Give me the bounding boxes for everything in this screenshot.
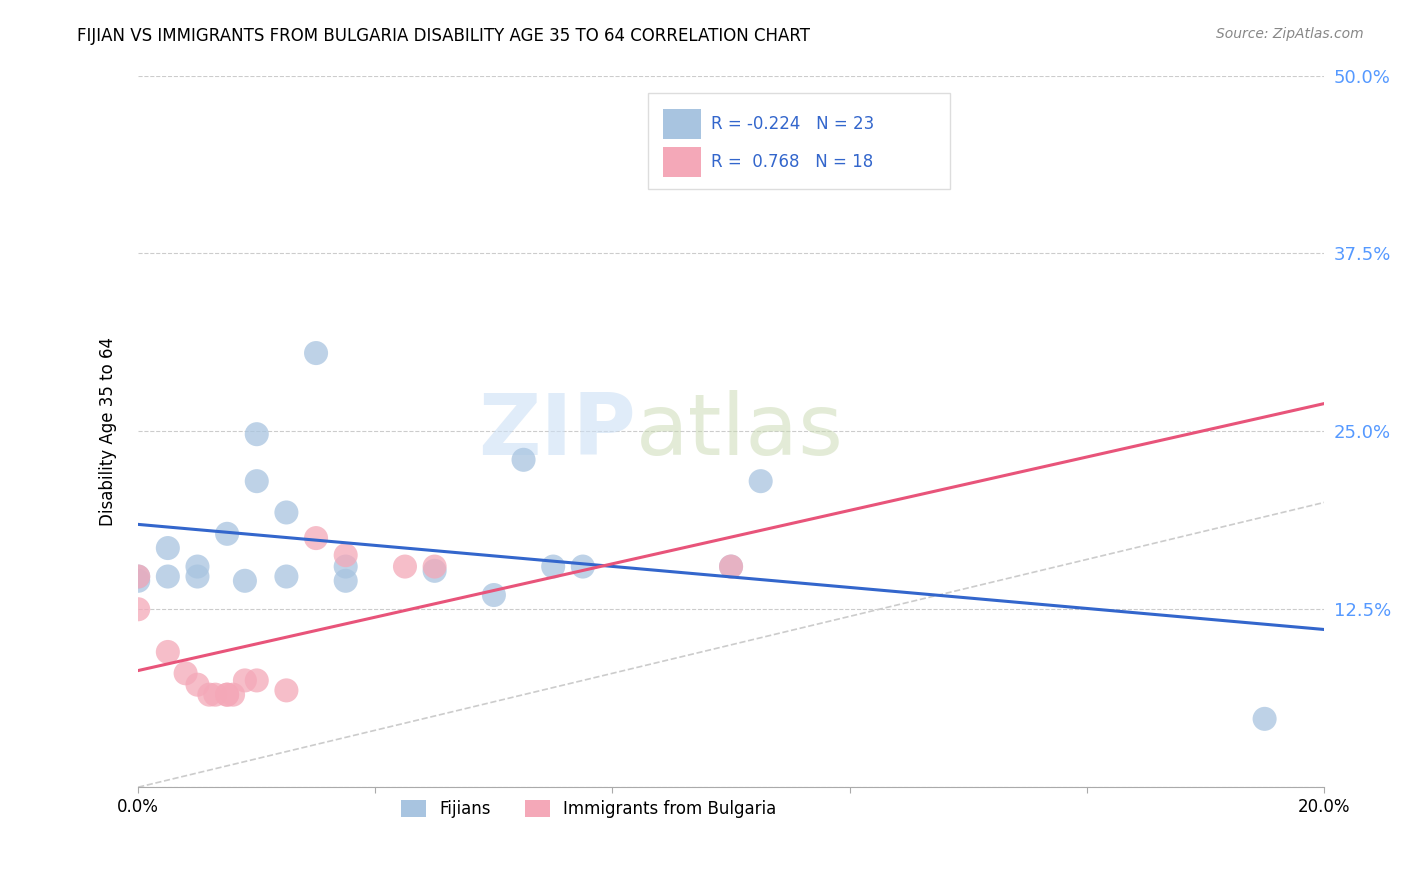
Point <box>217 526 239 541</box>
FancyBboxPatch shape <box>648 94 950 189</box>
Point <box>276 683 298 698</box>
Point <box>233 574 256 588</box>
Point <box>156 645 179 659</box>
Point <box>217 688 239 702</box>
Point <box>394 559 416 574</box>
Point <box>198 688 221 702</box>
Point <box>305 346 328 360</box>
Text: R = -0.224   N = 23: R = -0.224 N = 23 <box>711 115 875 133</box>
Point <box>1253 712 1275 726</box>
Text: FIJIAN VS IMMIGRANTS FROM BULGARIA DISABILITY AGE 35 TO 64 CORRELATION CHART: FIJIAN VS IMMIGRANTS FROM BULGARIA DISAB… <box>77 27 810 45</box>
Text: ZIP: ZIP <box>478 390 636 473</box>
Point <box>127 574 149 588</box>
Point <box>127 569 149 583</box>
Point <box>246 474 269 488</box>
Point <box>335 559 357 574</box>
Point <box>572 559 595 574</box>
Point <box>186 559 208 574</box>
Point <box>423 559 446 574</box>
Point <box>541 559 564 574</box>
Point <box>127 569 149 583</box>
Point <box>174 666 197 681</box>
FancyBboxPatch shape <box>664 109 702 139</box>
Point <box>186 678 208 692</box>
Point <box>246 673 269 688</box>
Point <box>156 569 179 583</box>
Point <box>482 588 505 602</box>
Point <box>305 531 328 545</box>
Text: atlas: atlas <box>636 390 844 473</box>
Point <box>246 427 269 442</box>
Point <box>233 673 256 688</box>
Point <box>335 548 357 562</box>
Point <box>156 541 179 555</box>
Point <box>222 688 245 702</box>
Point <box>276 506 298 520</box>
FancyBboxPatch shape <box>664 146 702 177</box>
Point <box>127 602 149 616</box>
Point <box>512 452 534 467</box>
Point <box>720 559 742 574</box>
Y-axis label: Disability Age 35 to 64: Disability Age 35 to 64 <box>100 337 117 526</box>
Point <box>423 564 446 578</box>
Point <box>186 569 208 583</box>
Legend: Fijians, Immigrants from Bulgaria: Fijians, Immigrants from Bulgaria <box>395 794 783 825</box>
Point <box>335 574 357 588</box>
Text: R =  0.768   N = 18: R = 0.768 N = 18 <box>711 153 873 170</box>
Point <box>276 569 298 583</box>
Text: Source: ZipAtlas.com: Source: ZipAtlas.com <box>1216 27 1364 41</box>
Point <box>204 688 226 702</box>
Point <box>720 559 742 574</box>
Point <box>749 474 772 488</box>
Point <box>217 688 239 702</box>
